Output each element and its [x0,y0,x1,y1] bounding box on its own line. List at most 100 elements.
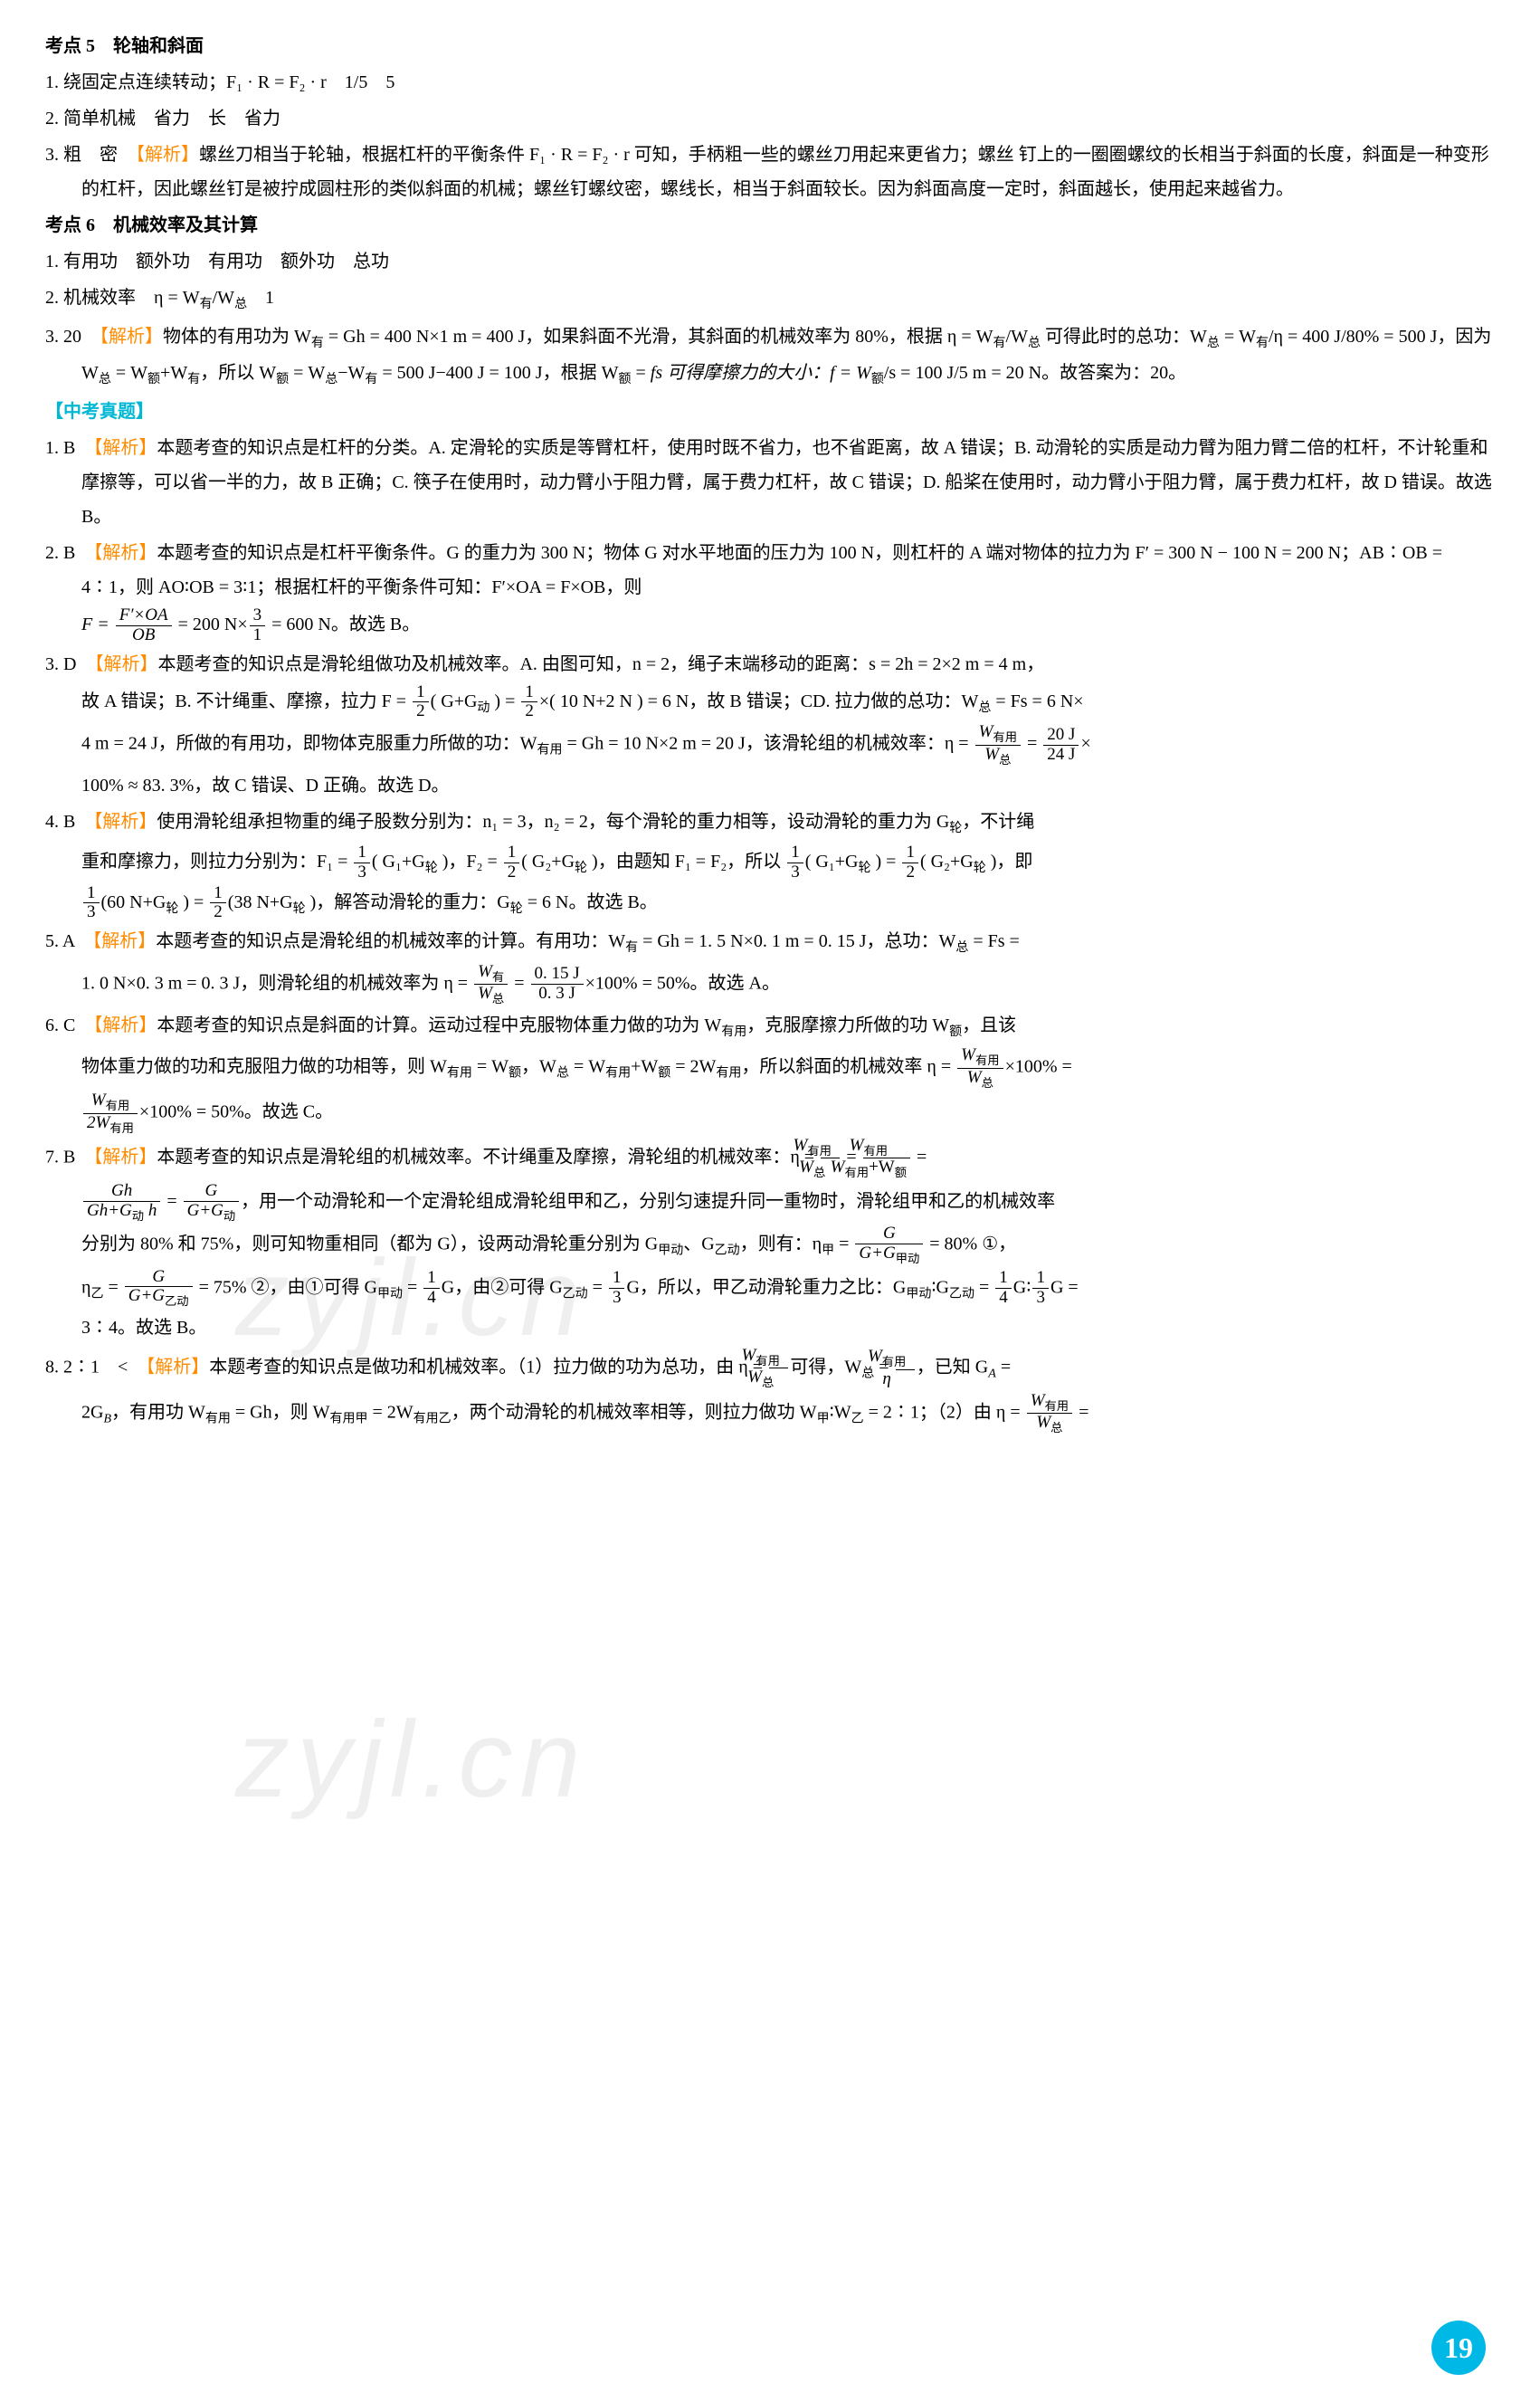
num: 1 [521,683,537,703]
text: = 75% ②，由①可得 G [195,1277,377,1297]
text: ∶G [931,1277,949,1297]
text: ( G₂+G [920,852,974,872]
sub: 有 [200,298,213,311]
sub: 总 [955,941,968,955]
sub: 额 [949,1025,962,1039]
den: W有用+W额 [863,1158,910,1179]
num: W有用 [1027,1392,1072,1414]
num: W有用 [821,1137,840,1158]
q7-line3: 分别为 80% 和 75%，则可知物重相同（都为 G），设两动滑轮重分别为 G甲… [45,1225,1495,1265]
num: 1 [995,1269,1012,1289]
text: F = [81,615,114,634]
sub: 额 [276,373,289,386]
sec5-item1: 1. 绕固定点连续转动；F₁ · R = F₂ · r 1/5 5 [45,65,1495,100]
q4-line2: 重和摩擦力，则拉力分别为：F₁ = 13( G₁+G轮 )，F₂ = 12( G… [45,844,1495,882]
den: G+G乙动 [125,1287,193,1308]
den: 3 [1032,1289,1049,1308]
sub: 额 [509,1067,521,1081]
q6-line2: 物体重力做的功和克服阻力做的功相等，则 W有用 = W额，W总 = W有用+W额… [45,1046,1495,1090]
text: = Gh，则 W [231,1402,330,1422]
text: ，则有：η [740,1234,822,1253]
text: 本题考查的知识点是滑轮组做功及机械效率。A. 由图可知，n = 2，绳子末端移动… [157,654,1044,674]
sec6-item1: 1. 有用功 额外功 有用功 额外功 总功 [45,244,1495,279]
sub: 有 [311,337,324,350]
text: )，F₂ = [438,852,502,872]
analysis-label: 【解析】 [100,327,163,347]
analysis-label: 【解析】 [93,1148,157,1168]
text: ，所以斜面的机械效率 η = [741,1057,955,1077]
text: fs 可得摩擦力的大小：f = W [651,363,871,383]
sub: 动 [477,701,490,715]
analysis-label: 【解析】 [146,1357,209,1377]
den: 3 [787,863,803,882]
sub: 轮 [425,862,438,875]
fraction: GG+G动 [184,1182,240,1223]
den: W总 [474,985,508,1006]
num: G [125,1268,193,1288]
sub: 总 [1028,337,1041,350]
text: = W [111,363,147,383]
text: = [631,363,650,383]
text: ×100% = [1005,1057,1072,1077]
text: = [834,1234,853,1253]
fraction: 0. 15 J0. 3 J [531,965,584,1004]
text: ，已知 G [917,1357,988,1377]
sub: 轮 [859,862,871,875]
text: G，由②可得 G [442,1277,563,1297]
text: ，W [521,1057,556,1077]
analysis-label: 【解析】 [92,931,156,951]
den: 24 J [1043,746,1079,765]
sub: 轮 [949,822,962,835]
text: ，有用功 W [111,1402,205,1422]
sub: 有用 [447,1067,472,1081]
text: = [588,1277,607,1297]
text: ) = [178,892,208,912]
q6: 6. C 【解析】本题考查的知识点是斜面的计算。运动过程中克服物体重力做的功为 … [45,1008,1495,1045]
text: ( G₁+G [372,852,425,872]
den: 2 [521,702,537,721]
fraction: W有用W总 [957,1046,1003,1090]
num: W有用 [863,1137,910,1158]
text: = W [472,1057,509,1077]
den: W总 [975,746,1021,767]
q4: 4. B 【解析】使用滑轮组承担物重的绳子股数分别为：n₁ = 3，n₂ = 2… [45,805,1495,842]
sub: 总 [556,1067,569,1081]
watermark: zyjl.cn [235,1656,587,1863]
text: −W [337,363,365,383]
num: W有用 [769,1347,788,1368]
text: 2. B [45,543,93,563]
sub: 有 [187,373,200,386]
q2-eq: F = F′×OAOB = 200 N×31 = 600 N。故选 B。 [45,606,1495,645]
den: 2W有用 [83,1114,138,1135]
num: 0. 15 J [531,965,584,985]
fraction: 12 [902,844,918,882]
text: (60 N+G [101,892,166,912]
fraction: 20 J24 J [1043,726,1079,765]
den: 0. 3 J [531,985,584,1004]
text: ，用一个动滑轮和一个定滑轮组成滑轮组甲和乙，分别匀速提升同一重物时，滑轮组甲和乙… [241,1191,1055,1211]
text: 物体重力做的功和克服阻力做的功相等，则 W [81,1057,447,1077]
analysis-label: 【解析】 [93,543,157,563]
text: )，由题知 F₁ = F₂，所以 [587,852,785,872]
text: ) = [490,691,519,711]
text: +W [160,363,187,383]
num: W有用 [83,1091,138,1113]
fraction: W有W总 [474,963,508,1006]
den: 2 [413,702,429,721]
sub: 乙 [90,1287,103,1301]
num: 1 [902,844,918,863]
fraction: W有用W总 [1027,1392,1072,1435]
den: 1 [250,626,266,645]
q4-line3: 13(60 N+G轮 ) = 12(38 N+G轮 )，解答动滑轮的重力：G轮 … [45,884,1495,923]
sub: 总 [99,373,111,386]
section-6-title: 考点 6 机械效率及其计算 [45,208,1495,243]
text: = Gh = 10 N×2 m = 20 J，该滑轮组的机械效率：η = [563,734,974,754]
sub: 额 [658,1067,670,1081]
num: 20 J [1043,726,1079,746]
text: 5. A [45,931,92,951]
text: = 500 J−400 J = 100 J，根据 W [377,363,618,383]
text: = 600 N。故选 B。 [267,615,420,634]
q3-line4: 100% ≈ 83. 3%，故 C 错误、D 正确。故选 D。 [45,768,1495,803]
text: 本题考查的知识点是杠杆的分类。A. 定滑轮的实质是等臂杠杆，使用时既不省力，也不… [81,438,1492,527]
text: G∶ [1013,1277,1031,1297]
